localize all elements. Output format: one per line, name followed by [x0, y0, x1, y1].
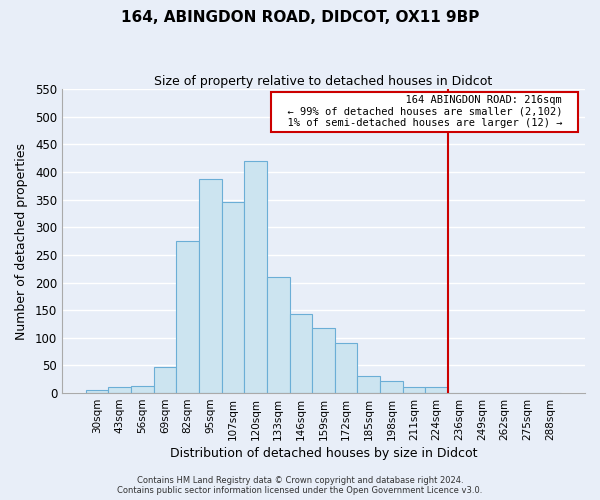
- Bar: [154, 366, 176, 393]
- Title: Size of property relative to detached houses in Didcot: Size of property relative to detached ho…: [154, 75, 493, 88]
- Bar: [403, 387, 425, 393]
- Bar: [176, 241, 199, 393]
- Bar: [221, 202, 244, 393]
- Bar: [109, 387, 131, 393]
- Y-axis label: Number of detached properties: Number of detached properties: [15, 142, 28, 340]
- Bar: [199, 179, 221, 393]
- Bar: [380, 381, 403, 393]
- Bar: [425, 387, 448, 393]
- Bar: [290, 314, 312, 393]
- Bar: [131, 386, 154, 393]
- Bar: [335, 343, 358, 393]
- Bar: [312, 328, 335, 393]
- Text: Contains HM Land Registry data © Crown copyright and database right 2024.
Contai: Contains HM Land Registry data © Crown c…: [118, 476, 482, 495]
- Text: 164 ABINGDON ROAD: 216sqm  
  ← 99% of detached houses are smaller (2,102)  
  1: 164 ABINGDON ROAD: 216sqm ← 99% of detac…: [275, 95, 575, 128]
- X-axis label: Distribution of detached houses by size in Didcot: Distribution of detached houses by size …: [170, 447, 477, 460]
- Bar: [86, 390, 109, 393]
- Text: 164, ABINGDON ROAD, DIDCOT, OX11 9BP: 164, ABINGDON ROAD, DIDCOT, OX11 9BP: [121, 10, 479, 25]
- Bar: [267, 277, 290, 393]
- Bar: [244, 161, 267, 393]
- Bar: [358, 376, 380, 393]
